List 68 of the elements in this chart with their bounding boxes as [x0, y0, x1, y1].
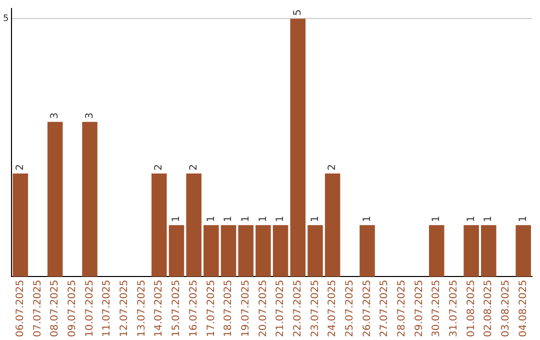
data-label: 1 [310, 216, 321, 222]
x-tick-label: 25.07.2025 [344, 280, 356, 338]
x-tick-label: 11.07.2025 [102, 280, 113, 338]
x-tick-label: 13.07.2025 [136, 280, 148, 338]
x-tick-label: 09.07.2025 [67, 280, 78, 338]
bar [428, 225, 444, 277]
data-label: 1 [483, 216, 494, 222]
x-tick-label: 17.07.2025 [206, 280, 217, 338]
bar [152, 174, 167, 277]
x-tick-label: 04.08.2025 [518, 280, 529, 338]
x-tick-label: 20.07.2025 [258, 280, 269, 338]
data-label: 1 [206, 216, 217, 222]
data-label: 3 [50, 112, 61, 119]
x-tick-label: 02.08.2025 [483, 280, 494, 338]
bar [47, 122, 63, 277]
data-label: 1 [275, 216, 286, 222]
bar [481, 225, 496, 277]
data-label: 1 [171, 216, 182, 222]
data-label: 1 [223, 216, 234, 222]
bar [220, 225, 236, 277]
bar [464, 225, 479, 277]
x-tick-label: 26.07.2025 [362, 280, 373, 338]
bar [256, 225, 271, 277]
x-tick-label: 12.07.2025 [119, 280, 130, 338]
data-label: 2 [154, 164, 165, 171]
bar [308, 225, 323, 277]
data-label: 1 [362, 216, 373, 222]
x-tick-label: 03.08.2025 [500, 280, 512, 338]
x-tick-label: 19.07.2025 [240, 280, 252, 338]
x-tick-label: 16.07.2025 [188, 280, 200, 338]
x-tick-label: 21.07.2025 [275, 280, 286, 338]
x-tick-label: 29.07.2025 [414, 280, 425, 338]
data-label: 1 [518, 216, 529, 222]
data-label: 1 [431, 216, 442, 222]
x-tick-label: 30.07.2025 [431, 280, 442, 338]
bar [82, 122, 98, 277]
data-label: 3 [84, 112, 96, 119]
x-tick-label: 15.07.2025 [171, 280, 182, 338]
data-label: 1 [258, 216, 269, 222]
bar [516, 225, 531, 277]
bar [12, 174, 28, 277]
bar [360, 225, 375, 277]
x-tick-label: 10.07.2025 [84, 280, 96, 338]
x-tick-label: 24.07.2025 [327, 280, 338, 338]
data-label: 2 [14, 164, 26, 171]
data-label: 5 [292, 9, 304, 16]
x-tick-label: 27.07.2025 [379, 280, 390, 338]
bar [204, 225, 219, 277]
x-tick-label: 06.07.2025 [14, 280, 26, 338]
x-tick-label: 08.07.2025 [50, 280, 61, 338]
x-tick-label: 31.07.2025 [448, 280, 460, 338]
data-label: 2 [327, 164, 338, 171]
data-label: 1 [240, 216, 252, 222]
x-tick-label: 28.07.2025 [396, 280, 408, 338]
bar [238, 225, 254, 277]
x-tick-label: 23.07.2025 [310, 280, 321, 338]
bar [272, 225, 288, 277]
data-label: 2 [188, 164, 200, 171]
bar [324, 174, 340, 277]
x-tick-label: 18.07.2025 [223, 280, 234, 338]
bar [186, 174, 202, 277]
x-tick-label: 14.07.2025 [154, 280, 165, 338]
x-tick-label: 01.08.2025 [466, 280, 477, 338]
x-tick-label: 22.07.2025 [292, 280, 304, 338]
data-label: 1 [466, 216, 477, 222]
x-tick-label: 07.07.2025 [32, 280, 44, 338]
bar [168, 225, 184, 277]
bar [290, 18, 306, 277]
